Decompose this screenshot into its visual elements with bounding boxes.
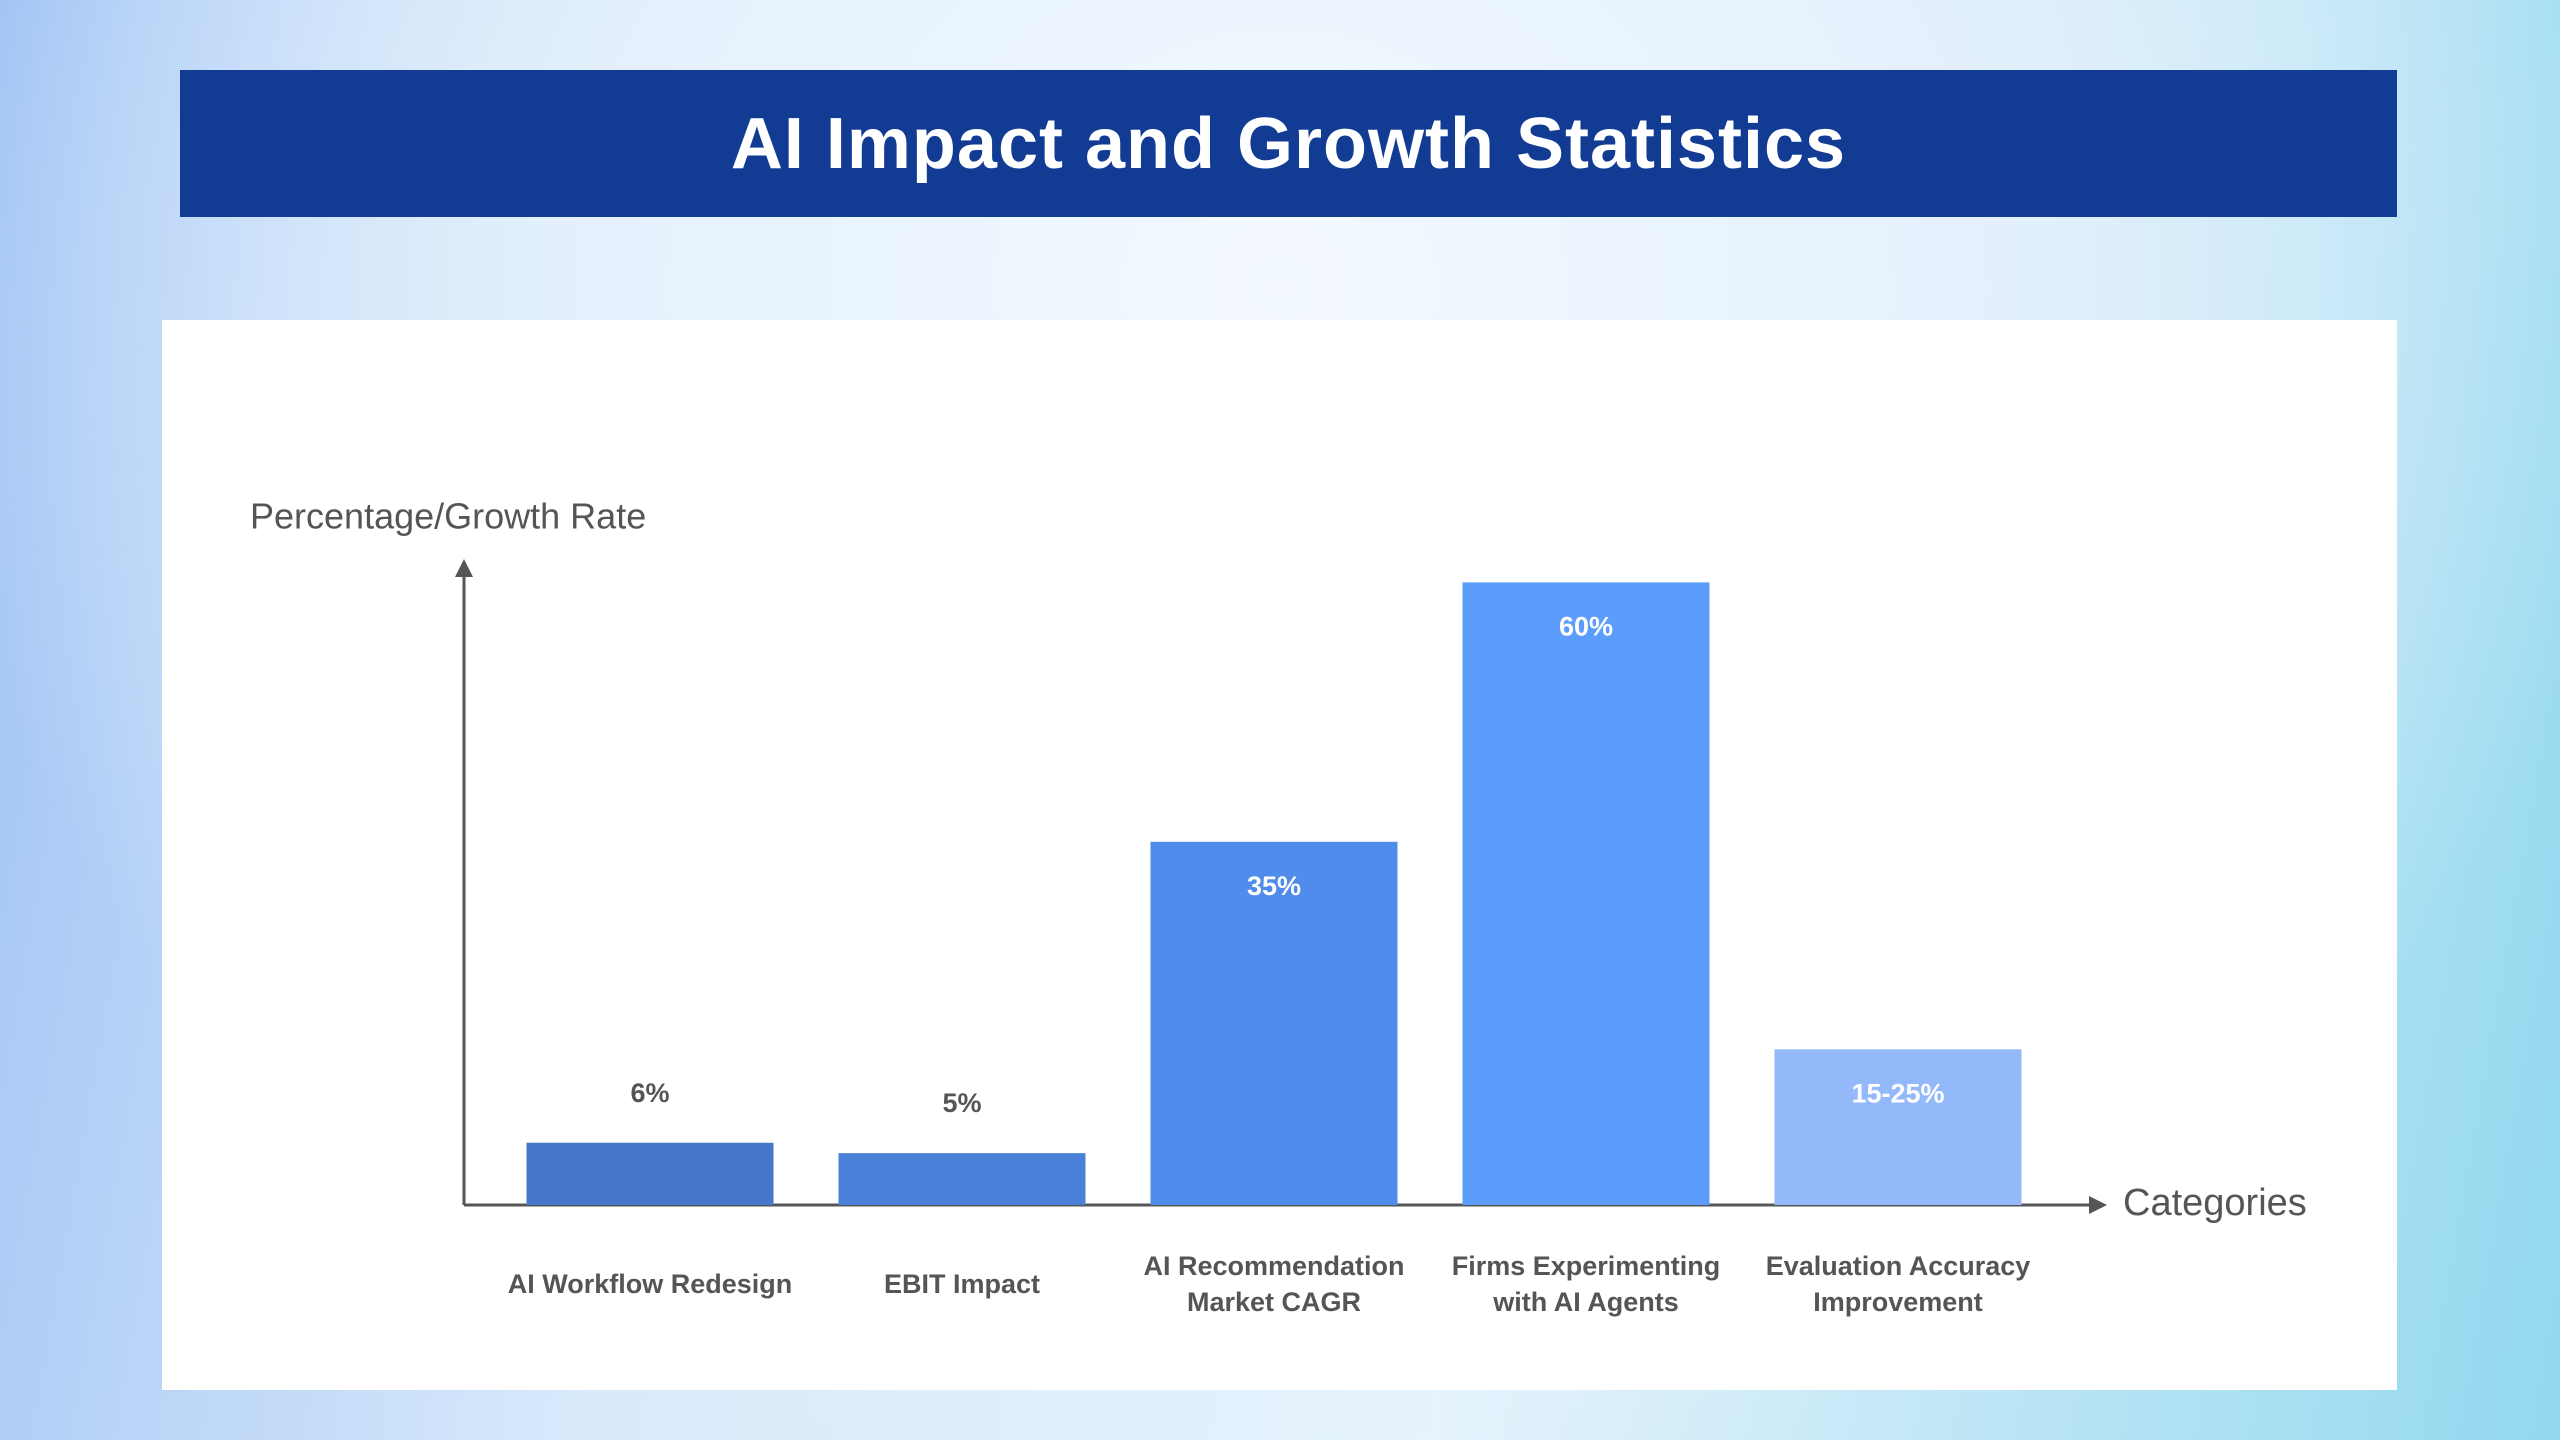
data-label: 60% [1559,612,1613,642]
bar [526,1142,774,1205]
data-label: 5% [942,1088,981,1118]
x-tick-label: Evaluation Accuracy Improvement [1765,1251,2031,1317]
title-banner: AI Impact and Growth Statistics [180,70,2397,217]
x-tick-label: Firms Experimenting with AI Agents [1451,1251,1721,1317]
bar [1774,1049,2022,1205]
bar [1150,841,1398,1205]
x-tick-label: EBIT Impact [883,1269,1041,1299]
x-tick-label: AI Recommendation Market CAGR [1143,1251,1405,1317]
data-label: 6% [630,1078,669,1108]
chart-title: AI Impact and Growth Statistics [730,103,1847,184]
y-axis-label: Percentage/Growth Rate [250,496,646,537]
bar [1462,582,1710,1205]
x-axis-label: Categories [2123,1182,2307,1224]
x-tick-label: AI Workflow Redesign [507,1269,793,1299]
data-label: 15-25% [1851,1078,1944,1108]
data-label: 35% [1247,871,1301,901]
bar [838,1153,1086,1205]
